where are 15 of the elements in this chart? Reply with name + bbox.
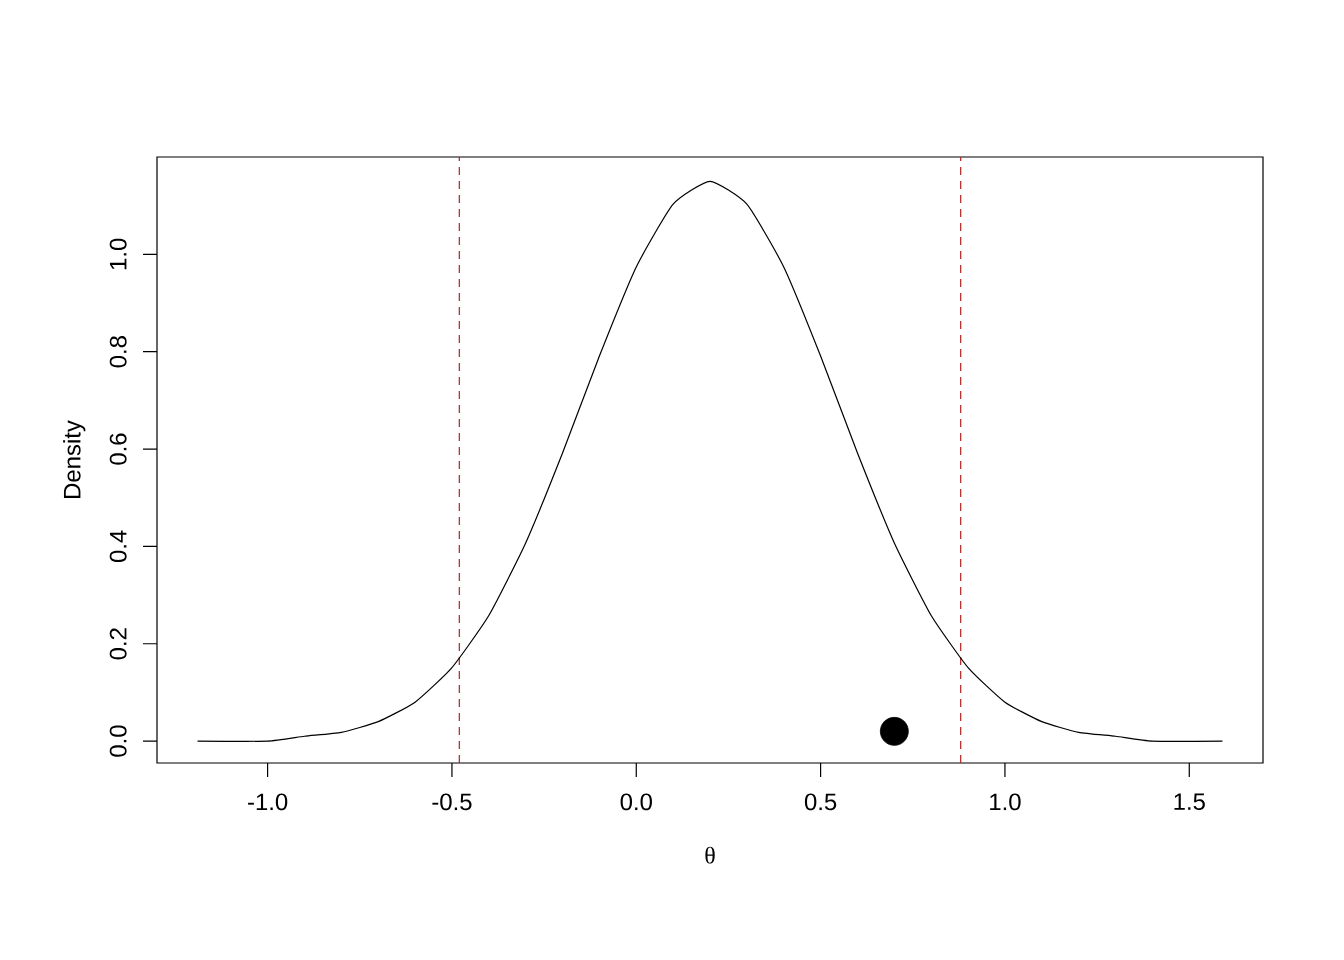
x-axis-title: θ xyxy=(705,846,715,864)
x-tick-label: -0.5 xyxy=(432,793,472,811)
y-tick-label: 0.8 xyxy=(109,336,127,368)
x-tick-label: 1.5 xyxy=(1174,793,1205,811)
x-tick-label: -1.0 xyxy=(248,793,288,811)
x-tick-label: 0.0 xyxy=(620,793,652,811)
y-tick-label: 1.0 xyxy=(109,238,127,270)
x-tick-label: 1.0 xyxy=(990,793,1021,811)
y-tick-label: 0.0 xyxy=(109,725,127,757)
y-axis-title: Density xyxy=(63,420,86,498)
y-tick-label: 0.4 xyxy=(109,530,127,563)
x-tick-label: 0.5 xyxy=(804,793,837,811)
y-tick-label: 0.2 xyxy=(109,628,127,660)
y-tick-label: 0.6 xyxy=(109,433,127,465)
line-series xyxy=(196,180,1224,742)
